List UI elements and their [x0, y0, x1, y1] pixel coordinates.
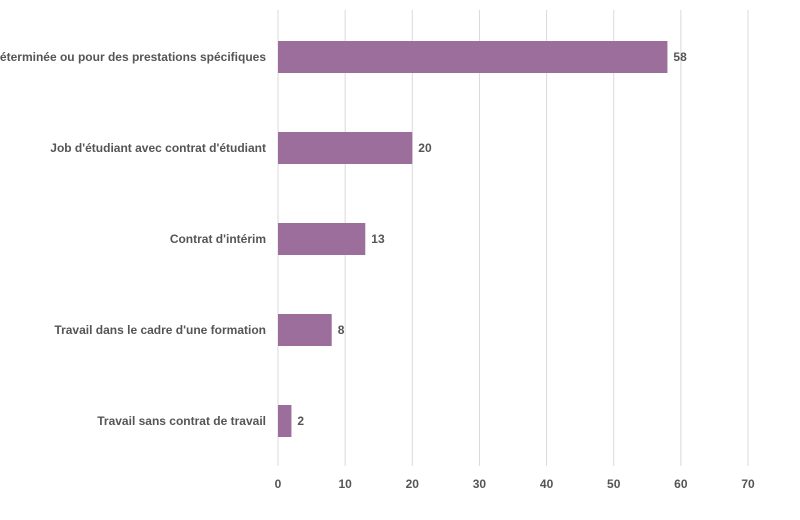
- x-tick-label: 70: [741, 477, 755, 491]
- bar: [278, 314, 332, 346]
- bar: [278, 223, 366, 255]
- bar: [278, 132, 413, 164]
- category-label: Contrat d'intérim: [170, 232, 266, 246]
- category-label: Job d'étudiant avec contrat d'étudiant: [50, 141, 266, 155]
- data-label: 58: [673, 50, 687, 64]
- data-label: 8: [338, 323, 345, 337]
- x-tick-label: 50: [607, 477, 621, 491]
- data-label: 13: [371, 232, 385, 246]
- category-label: Travail sans contrat de travail: [97, 414, 266, 428]
- x-tick-label: 20: [406, 477, 420, 491]
- x-tick-label: 0: [275, 477, 282, 491]
- bars: [278, 41, 668, 437]
- data-label: 2: [297, 414, 304, 428]
- bar: [278, 41, 668, 73]
- x-tick-label: 30: [473, 477, 487, 491]
- bar: [278, 405, 292, 437]
- data-label: 20: [418, 141, 432, 155]
- category-label: Travail dans le cadre d'une formation: [54, 323, 266, 337]
- x-tick-label: 10: [338, 477, 352, 491]
- category-label: Durée déterminée ou pour des prestations…: [0, 50, 266, 64]
- x-tick-label: 60: [674, 477, 688, 491]
- labels: 0 10 20 30 40 50 60 70 Durée déterminée ou pour …: [0, 50, 755, 491]
- x-tick-label: 40: [540, 477, 554, 491]
- gridlines: [277, 10, 749, 466]
